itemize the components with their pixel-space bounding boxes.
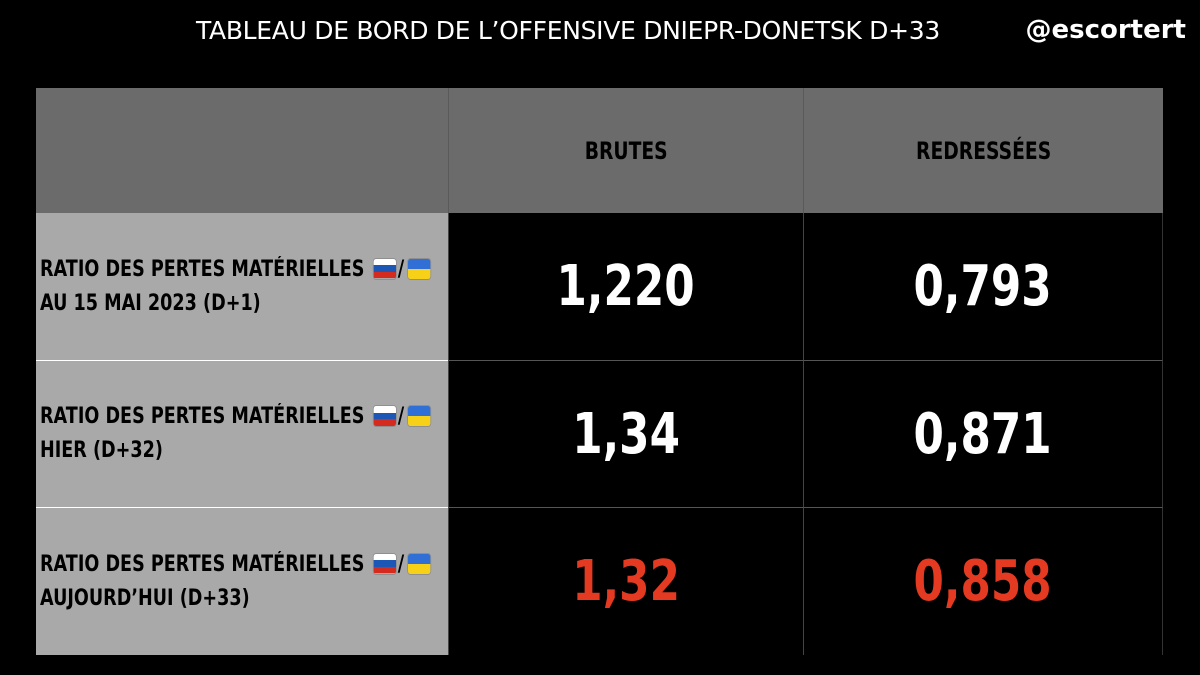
value-text: 1,34: [572, 401, 680, 467]
value-text: 0,793: [913, 254, 1053, 319]
value-text: 1,220: [556, 254, 696, 319]
column-header-brutes: BRUTES: [448, 88, 804, 213]
value-redressees: 0,871: [804, 360, 1163, 507]
row-label: RATIO DES PERTES MATÉRIELLES / AUJOURD’H…: [36, 507, 448, 655]
author-handle: @escortert: [1025, 15, 1186, 45]
value-redressees: 0,793: [804, 213, 1163, 360]
row-label-line1: RATIO DES PERTES MATÉRIELLES: [40, 256, 365, 282]
value-text: 0,858: [913, 549, 1053, 614]
row-label: RATIO DES PERTES MATÉRIELLES / HIER (D+3…: [36, 360, 448, 507]
row-label: RATIO DES PERTES MATÉRIELLES / AU 15 MAI…: [36, 213, 448, 360]
dashboard-title: TABLEAU DE BORD DE L’OFFENSIVE DNIEPR-DO…: [196, 16, 940, 45]
ukraine-flag-icon: [408, 258, 431, 279]
russia-flag-icon: [373, 258, 397, 279]
loss-ratio-table: BRUTES REDRESSÉES RATIO DES PERTES MATÉR…: [36, 88, 1163, 655]
value-brutes-highlighted: 1,32: [448, 507, 804, 655]
row-label-line2: AU 15 MAI 2023 (D+1): [40, 290, 261, 316]
value-brutes: 1,220: [448, 213, 804, 360]
row-label-line1: RATIO DES PERTES MATÉRIELLES: [40, 551, 365, 577]
row-label-line2: AUJOURD’HUI (D+33): [40, 585, 250, 611]
column-header-redressees: REDRESSÉES: [804, 88, 1163, 213]
header-empty-cell: [36, 88, 448, 213]
ratio-separator: /: [397, 551, 405, 577]
row-label-line1: RATIO DES PERTES MATÉRIELLES: [40, 404, 365, 429]
ratio-separator: /: [397, 404, 405, 429]
russia-flag-icon: [373, 406, 397, 426]
row-label-line2: HIER (D+32): [40, 438, 163, 463]
ratio-separator: /: [397, 256, 405, 282]
value-redressees-highlighted: 0,858: [804, 507, 1163, 655]
value-text: 0,871: [913, 401, 1053, 467]
ukraine-flag-icon: [408, 553, 431, 574]
russia-flag-icon: [373, 553, 397, 574]
value-text: 1,32: [572, 549, 680, 614]
value-brutes: 1,34: [448, 360, 804, 507]
ukraine-flag-icon: [408, 406, 431, 426]
